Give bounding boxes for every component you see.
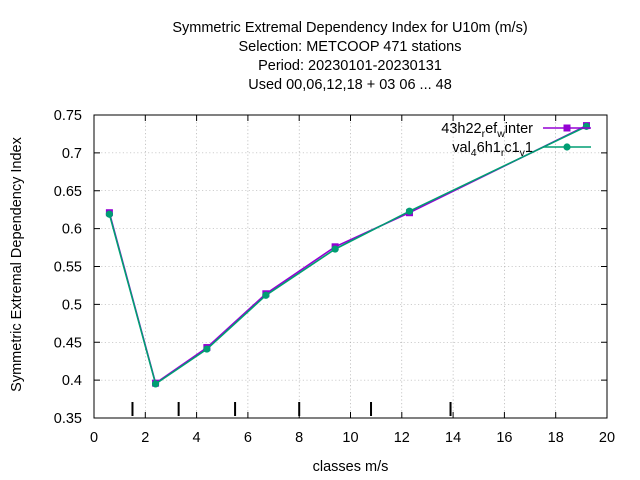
- data-point: [563, 124, 571, 132]
- x-tick-label: 14: [445, 430, 461, 446]
- series-group: [105, 122, 591, 388]
- x-tick-label: 12: [394, 430, 410, 446]
- y-tick-label: 0.7: [62, 146, 82, 162]
- legend-label-part: 4: [471, 147, 477, 159]
- x-tick-label: 20: [599, 430, 615, 446]
- chart-title: Symmetric Extremal Dependency Index for …: [172, 20, 527, 93]
- data-point: [331, 245, 339, 253]
- legend-label-part: c1: [504, 140, 519, 156]
- legend-label-part: 43h22: [441, 121, 481, 137]
- legend-label-part: 1: [525, 140, 533, 156]
- data-point: [262, 291, 270, 299]
- y-tick-label: 0.45: [54, 335, 82, 351]
- legend-label-part: v: [520, 147, 526, 159]
- x-tick-label: 0: [90, 430, 98, 446]
- data-point: [203, 345, 211, 353]
- y-tick-label: 0.5: [62, 297, 82, 313]
- legend-label: val46h1rc1v1: [452, 140, 533, 159]
- grid: [94, 115, 607, 418]
- data-point: [582, 122, 591, 130]
- x-tick-label: 6: [244, 430, 252, 446]
- legend-label-part: val: [452, 140, 471, 156]
- x-tick-label: 18: [548, 430, 564, 446]
- legend-label-part: r: [501, 147, 505, 159]
- x-tick-label: 4: [193, 430, 201, 446]
- y-tick-label: 0.65: [54, 184, 82, 200]
- y-tick-label: 0.4: [62, 373, 82, 389]
- y-tick-label: 0.55: [54, 260, 82, 276]
- title-line: Period: 20230101-20230131: [258, 58, 442, 74]
- legend-label-part: inter: [505, 121, 533, 137]
- class-marks: [131, 402, 452, 416]
- x-axis-label: classes m/s: [313, 459, 389, 475]
- legend-label: 43h22refwinter: [441, 121, 533, 140]
- y-axis: 0.35 0.4 0.45 0.5 0.55 0.6 0.65 0.7 0.75: [54, 108, 607, 427]
- title-line: Used 00,06,12,18 + 03 06 ... 48: [248, 77, 452, 93]
- x-tick-label: 8: [295, 430, 303, 446]
- y-axis-label: Symmetric Extremal Dependency Index: [9, 136, 25, 391]
- y-tick-label: 0.35: [54, 411, 82, 427]
- title-line: Selection: METCOOP 471 stations: [239, 39, 462, 55]
- y-tick-label: 0.6: [62, 222, 82, 238]
- x-tick-label: 10: [342, 430, 358, 446]
- data-point: [151, 380, 160, 388]
- legend-label-part: 6h1: [477, 140, 501, 156]
- x-axis: 0 2 4 6 8 10 12 14 16 18 20: [90, 115, 615, 446]
- data-point: [405, 207, 414, 215]
- legend-label-part: r: [482, 128, 486, 140]
- data-point: [105, 210, 113, 218]
- data-point: [563, 143, 571, 151]
- y-tick-label: 0.75: [54, 108, 82, 124]
- series-line: [108, 124, 587, 385]
- x-tick-label: 2: [141, 430, 149, 446]
- series-group: [105, 122, 590, 387]
- legend-label-part: ef: [485, 121, 498, 137]
- series-line: [108, 125, 587, 386]
- legend-label-part: w: [496, 128, 505, 140]
- title-line: Symmetric Extremal Dependency Index for …: [172, 20, 527, 36]
- series: [105, 122, 591, 388]
- x-tick-label: 16: [496, 430, 512, 446]
